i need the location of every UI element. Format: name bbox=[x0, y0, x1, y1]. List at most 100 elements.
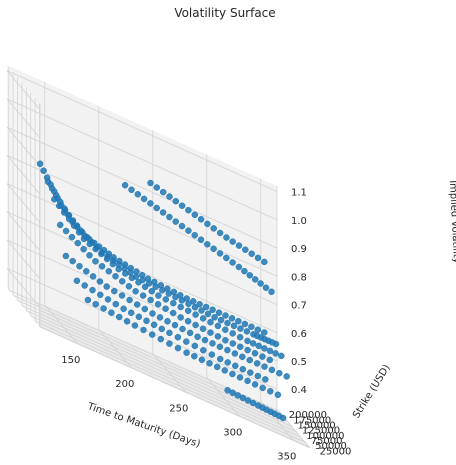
data-point bbox=[191, 352, 198, 360]
data-point bbox=[268, 366, 276, 374]
data-point bbox=[244, 346, 251, 354]
z-tick-label: 1.1 bbox=[291, 188, 307, 199]
data-point bbox=[44, 178, 52, 185]
data-point bbox=[229, 259, 236, 266]
data-point bbox=[141, 305, 149, 313]
data-point bbox=[140, 326, 147, 334]
data-point bbox=[191, 303, 199, 311]
data-point bbox=[254, 326, 262, 333]
data-point bbox=[185, 300, 192, 308]
data-point bbox=[172, 293, 179, 301]
data-point bbox=[192, 321, 199, 329]
data-point bbox=[174, 333, 182, 341]
data-point bbox=[204, 241, 211, 248]
data-point bbox=[223, 234, 230, 241]
z-tick-label: 0.8 bbox=[291, 272, 307, 283]
data-point bbox=[229, 340, 237, 347]
z-tick-label: 0.4 bbox=[291, 385, 307, 396]
data-point bbox=[149, 310, 156, 317]
x-grid-floor bbox=[152, 353, 187, 393]
data-point bbox=[92, 245, 99, 253]
data-point bbox=[239, 394, 247, 402]
data-point bbox=[162, 296, 170, 303]
data-point bbox=[62, 227, 70, 235]
data-point bbox=[92, 300, 99, 308]
data-point bbox=[157, 335, 165, 343]
data-point bbox=[200, 347, 207, 354]
data-point bbox=[86, 252, 93, 259]
data-point bbox=[191, 231, 198, 239]
z-grid-back bbox=[6, 183, 278, 305]
data-point bbox=[192, 311, 199, 318]
x-tick-label: 200 bbox=[115, 379, 134, 390]
y-axis-label: Strike (USD) bbox=[351, 363, 393, 421]
data-point bbox=[177, 314, 184, 321]
data-point bbox=[209, 340, 216, 347]
data-point bbox=[60, 209, 68, 216]
data-point bbox=[51, 196, 58, 203]
data-point bbox=[159, 286, 166, 294]
data-point bbox=[166, 340, 173, 347]
data-point bbox=[202, 303, 210, 311]
data-point bbox=[230, 322, 238, 330]
data-point bbox=[217, 316, 225, 324]
data-point bbox=[62, 252, 70, 260]
data-point bbox=[210, 225, 217, 232]
data-point bbox=[241, 320, 249, 328]
data-point bbox=[69, 257, 76, 265]
data-point bbox=[118, 292, 126, 299]
data-point bbox=[261, 345, 268, 352]
data-point bbox=[56, 221, 64, 229]
data-point bbox=[84, 296, 92, 304]
data-point bbox=[139, 292, 147, 299]
data-point bbox=[121, 181, 129, 189]
data-point bbox=[239, 365, 247, 373]
scatter-points bbox=[36, 160, 290, 422]
data-point bbox=[166, 213, 173, 221]
data-point bbox=[98, 263, 106, 270]
data-point bbox=[253, 360, 261, 367]
data-point bbox=[236, 374, 244, 381]
z-tick-label: 0.6 bbox=[291, 329, 307, 340]
data-point bbox=[234, 392, 242, 399]
data-point bbox=[65, 215, 73, 223]
data-point bbox=[148, 287, 156, 295]
z-axis-label: Implied Volatility bbox=[447, 180, 456, 264]
data-point bbox=[222, 337, 229, 344]
data-point bbox=[36, 160, 44, 168]
data-point bbox=[112, 273, 119, 280]
data-point bbox=[223, 254, 230, 262]
data-point bbox=[109, 260, 117, 268]
data-point bbox=[75, 229, 83, 236]
data-point bbox=[229, 330, 236, 337]
data-point bbox=[80, 235, 88, 243]
y-tick-label: 175000 bbox=[293, 415, 331, 426]
data-point bbox=[221, 367, 229, 374]
data-point bbox=[216, 343, 224, 351]
y-tick-label: 50000 bbox=[315, 441, 347, 452]
data-point bbox=[210, 245, 217, 253]
data-point bbox=[81, 282, 88, 289]
data-point bbox=[70, 222, 78, 229]
data-point bbox=[55, 202, 63, 210]
data-point bbox=[135, 279, 142, 286]
data-point bbox=[83, 268, 90, 275]
data-point bbox=[178, 202, 186, 209]
data-point bbox=[147, 179, 154, 187]
y-grid-floor bbox=[21, 305, 293, 427]
data-point bbox=[148, 331, 156, 338]
data-point bbox=[123, 318, 131, 325]
data-point bbox=[92, 258, 99, 265]
data-point bbox=[104, 296, 112, 303]
data-point bbox=[128, 186, 135, 194]
data-point bbox=[40, 167, 47, 174]
x-tick-label: 350 bbox=[277, 452, 296, 463]
data-point bbox=[201, 336, 209, 344]
data-point bbox=[177, 303, 184, 311]
data-point bbox=[133, 301, 141, 308]
data-point bbox=[147, 296, 154, 304]
data-point bbox=[262, 284, 270, 291]
floor-pane bbox=[7, 288, 310, 448]
data-point bbox=[103, 255, 111, 263]
data-point bbox=[166, 329, 173, 337]
